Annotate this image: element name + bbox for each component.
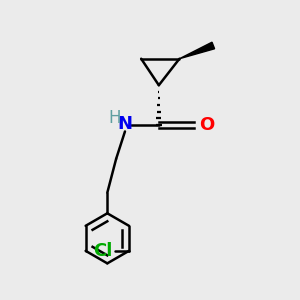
Text: Cl: Cl — [93, 242, 113, 260]
Text: O: O — [200, 116, 215, 134]
Text: H: H — [108, 109, 121, 127]
Text: N: N — [118, 116, 133, 134]
Polygon shape — [179, 42, 214, 59]
